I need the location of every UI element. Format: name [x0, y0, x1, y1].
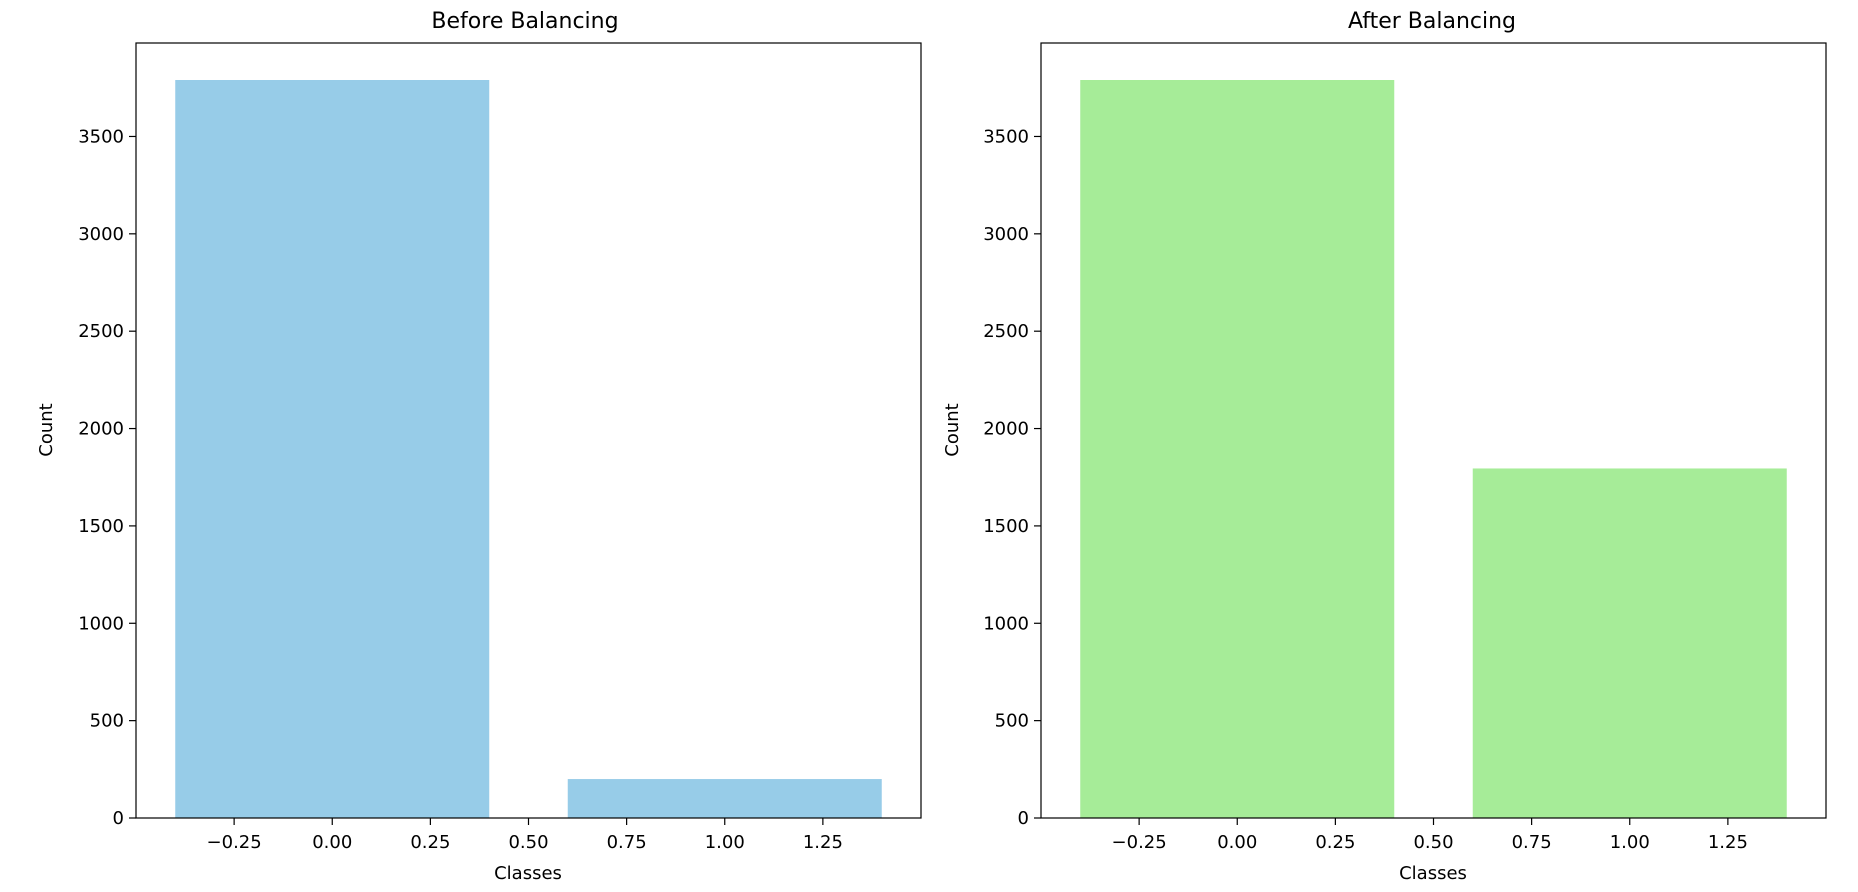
y-tick-label: 1500: [78, 516, 124, 537]
y-axis-label: Count: [942, 403, 963, 456]
y-tick-label: 3500: [78, 126, 124, 147]
y-tick-label: 500: [90, 711, 124, 732]
y-axis-label: Count: [36, 403, 57, 456]
y-tick-label: 3000: [78, 224, 124, 245]
y-axis-ticks: 0 500 1000 1500 2000 2500 3000 3500: [983, 126, 1041, 829]
chart-title: After Balancing: [1348, 9, 1516, 34]
subplot-after-balancing: After Balancing −0.25 0.00 0.25 0.50 0.75 1.0…: [942, 9, 1827, 884]
y-tick-label: 1500: [983, 516, 1029, 537]
x-tick-label: 0.00: [312, 832, 352, 853]
x-tick-label: −0.25: [1112, 832, 1167, 853]
x-tick-label: 1.00: [705, 832, 745, 853]
y-tick-label: 3000: [983, 224, 1029, 245]
y-tick-label: 1000: [983, 613, 1029, 634]
x-axis-ticks: −0.25 0.00 0.25 0.50 0.75 1.00 1.25: [207, 818, 843, 853]
x-tick-label: 0.50: [1413, 832, 1453, 853]
bar-class-1: [567, 779, 882, 818]
x-tick-label: 1.25: [1708, 832, 1748, 853]
bars-group: [1080, 79, 1787, 818]
y-tick-label: 500: [995, 711, 1029, 732]
x-tick-label: 1.25: [803, 832, 843, 853]
y-tick-label: 0: [113, 808, 124, 829]
y-tick-label: 1000: [78, 613, 124, 634]
x-tick-label: 0.25: [410, 832, 450, 853]
y-tick-label: 2500: [78, 321, 124, 342]
x-axis-ticks: −0.25 0.00 0.25 0.50 0.75 1.00 1.25: [1112, 818, 1748, 853]
bars-group: [175, 79, 882, 818]
y-tick-label: 2500: [983, 321, 1029, 342]
chart-title: Before Balancing: [431, 9, 618, 34]
x-tick-label: 0.75: [607, 832, 647, 853]
y-axis-ticks: 0 500 1000 1500 2000 2500 3000 3500: [78, 126, 136, 829]
bar-class-0: [175, 79, 490, 818]
x-tick-label: 1.00: [1610, 832, 1650, 853]
x-tick-label: 0.50: [508, 832, 548, 853]
subplot-before-balancing: Before Balancing −0.25 0.00 0.25 0.50 0.75 1.…: [36, 9, 922, 884]
y-tick-label: 0: [1018, 808, 1029, 829]
bar-class-1: [1472, 468, 1787, 818]
y-tick-label: 3500: [983, 126, 1029, 147]
y-tick-label: 2000: [78, 419, 124, 440]
x-tick-label: 0.75: [1512, 832, 1552, 853]
x-tick-label: 0.00: [1217, 832, 1257, 853]
bar-class-0: [1080, 79, 1395, 818]
y-tick-label: 2000: [983, 419, 1029, 440]
x-tick-label: −0.25: [207, 832, 262, 853]
x-axis-label: Classes: [494, 863, 562, 884]
x-axis-label: Classes: [1399, 863, 1467, 884]
x-tick-label: 0.25: [1315, 832, 1355, 853]
